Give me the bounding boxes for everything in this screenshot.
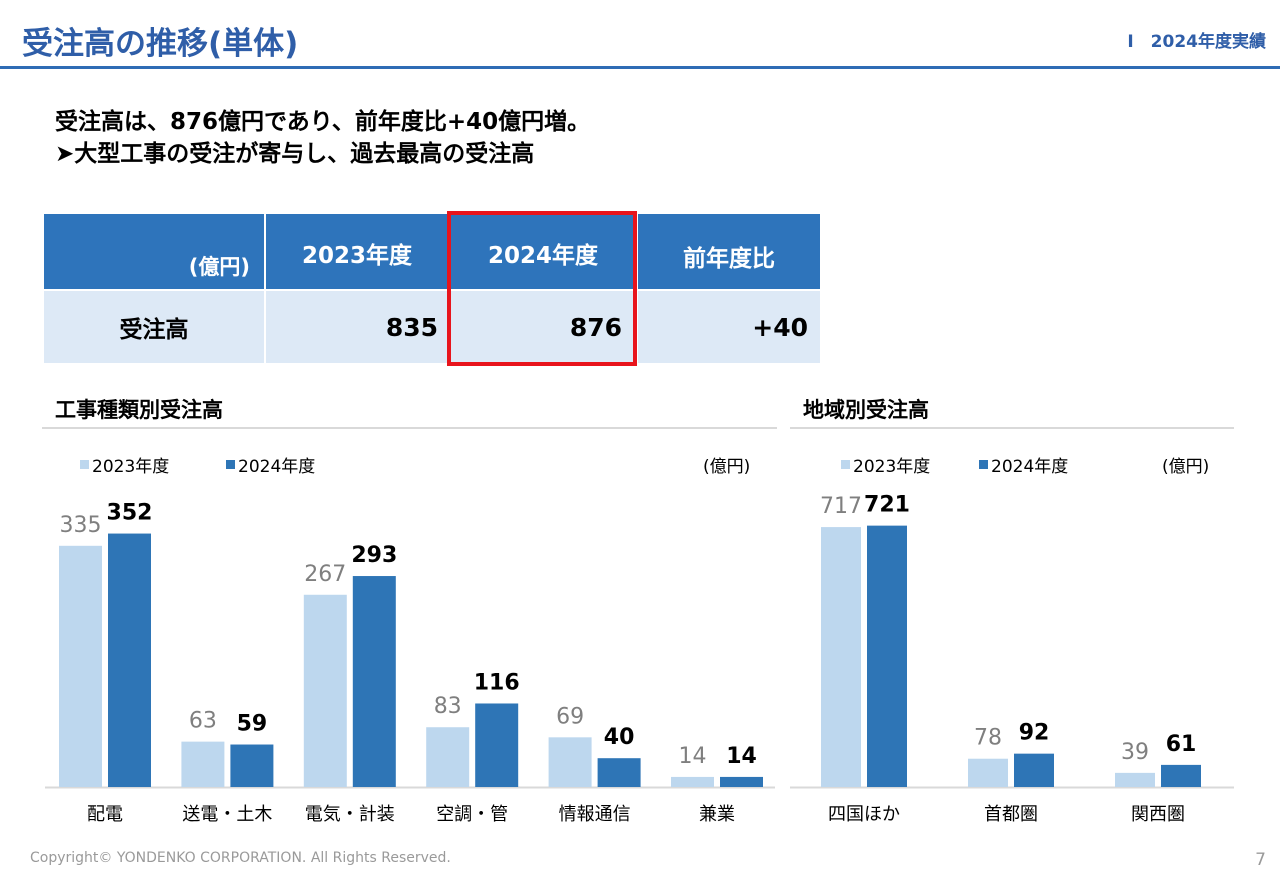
category-label: 首都圏 [984, 804, 1038, 825]
data-label: 721 [864, 493, 910, 518]
bar-2024 [475, 703, 519, 787]
legend-label-2024: 2024年度 [991, 457, 1069, 477]
data-label: 116 [474, 670, 520, 695]
category-label: 四国ほか [828, 804, 900, 825]
category-label: 関西圏 [1131, 804, 1185, 825]
data-label: 83 [434, 694, 462, 719]
chart-title-divider [42, 427, 777, 429]
table-header-yoy: 前年度比 [638, 214, 820, 289]
data-label: 14 [726, 744, 757, 769]
highlight-box-2024 [447, 211, 637, 366]
copyright: Copyright© YONDENKO CORPORATION. All Rig… [30, 850, 451, 866]
data-label: 40 [604, 725, 635, 750]
bar-2023 [1115, 772, 1155, 787]
chart-unit-label: (億円) [703, 457, 751, 477]
bar-2024 [720, 776, 763, 787]
data-label: 335 [60, 513, 102, 538]
category-label: 空調・管 [436, 804, 508, 825]
bar-2023 [426, 727, 470, 787]
legend-swatch-2024 [979, 460, 988, 469]
table-value-2024: 876 [450, 291, 636, 363]
bar-2024 [352, 576, 396, 787]
chart-unit-label: (億円) [1162, 457, 1210, 477]
legend-swatch-2024 [226, 460, 235, 469]
legend-label-2023: 2023年度 [92, 457, 170, 477]
table-value-2023: 835 [266, 291, 448, 363]
data-label: 352 [107, 501, 153, 526]
bar-2024 [1014, 753, 1054, 787]
data-label: 63 [189, 709, 217, 734]
category-label: 情報通信 [559, 804, 631, 825]
data-label: 14 [679, 744, 707, 769]
bar-2024 [867, 525, 907, 787]
legend-item-2024: 2024年度 [979, 452, 1068, 477]
table-unit-header: (億円) [44, 214, 264, 289]
category-label: 兼業 [699, 804, 735, 825]
bar-2024 [230, 744, 274, 787]
legend-item-2023: 2023年度 [80, 452, 169, 477]
table-value-yoy: +40 [638, 291, 820, 363]
bar-2023 [821, 527, 861, 787]
data-label: 61 [1166, 732, 1197, 757]
bar-2023 [59, 545, 102, 787]
data-label: 59 [237, 712, 268, 737]
page-title: 受注高の推移(単体) [22, 26, 299, 62]
table-header-2023: 2023年度 [266, 214, 448, 289]
chart-title-by-type: 工事種類別受注高 [55, 398, 223, 422]
bar-2023 [968, 758, 1008, 787]
legend-swatch-2023 [80, 460, 89, 469]
data-label: 78 [974, 726, 1002, 751]
bar-2023 [181, 741, 225, 787]
data-label: 39 [1121, 740, 1149, 765]
legend-item-2024: 2024年度 [226, 452, 315, 477]
data-label: 293 [351, 543, 397, 568]
data-label: 717 [820, 494, 862, 519]
legend-label-2024: 2024年度 [238, 457, 316, 477]
bar-2023 [548, 737, 592, 787]
table-header-2024: 2024年度 [450, 214, 636, 289]
page-number: 7 [1255, 850, 1266, 870]
data-label: 92 [1019, 721, 1050, 746]
header-divider [0, 66, 1280, 69]
bar-2023 [671, 776, 714, 787]
summary-line-1: 受注高は、876億円であり、前年度比+40億円増。 [55, 109, 591, 135]
bar-2023 [303, 594, 347, 787]
legend-label-2023: 2023年度 [853, 457, 931, 477]
data-label: 267 [304, 562, 346, 587]
chart-title-divider [790, 427, 1234, 429]
bar-2024 [108, 533, 151, 787]
legend-swatch-2023 [841, 460, 850, 469]
table-row-label: 受注高 [44, 291, 264, 363]
chart-title-by-region: 地域別受注高 [803, 398, 929, 422]
bar-2024 [597, 758, 641, 787]
summary-line-2: ➤大型工事の受注が寄与し、過去最高の受注高 [55, 141, 535, 167]
category-label: 送電・土木 [182, 804, 272, 825]
legend-item-2023: 2023年度 [841, 452, 930, 477]
category-label: 電気・計装 [305, 804, 395, 825]
section-label: Ⅰ 2024年度実績 [1127, 32, 1266, 52]
bar-2024 [1161, 764, 1201, 787]
data-label: 69 [556, 704, 584, 729]
category-label: 配電 [87, 804, 123, 825]
